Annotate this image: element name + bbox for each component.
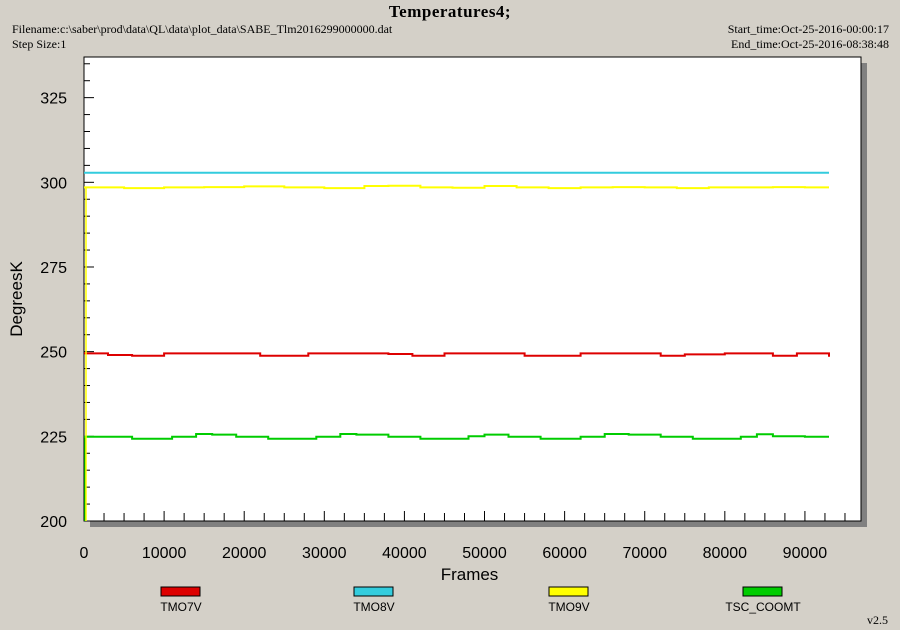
y-tick-label: 250 (40, 345, 67, 362)
legend-label-tmo8v: TMO8V (353, 600, 394, 614)
y-axis-title: DegreesK (7, 261, 26, 337)
series-lines (84, 171, 830, 521)
y-tick-label: 200 (40, 514, 67, 531)
end-time-label: End_time:Oct-25-2016-08:38:48 (731, 37, 889, 51)
legend-swatch-tmo8v (353, 586, 394, 597)
version-label: v2.5 (867, 613, 888, 627)
y-tick-label: 300 (40, 175, 67, 192)
x-tick-label: 80000 (703, 545, 748, 562)
x-tick-label: 90000 (783, 545, 828, 562)
legend-swatch-tsc-coomt (742, 586, 783, 597)
y-tick-label: 325 (40, 91, 67, 108)
x-tick-label: 30000 (302, 545, 347, 562)
legend-swatch-tmo9v (548, 586, 589, 597)
x-tick-label: 60000 (542, 545, 587, 562)
filename-label: Filename:c:\saber\prod\data\QL\data\plot… (12, 22, 393, 36)
legend-label-tmo9v: TMO9V (548, 600, 589, 614)
plot-area (83, 56, 862, 522)
tick-labels: 200 225 250 275 300 325 0 10000 20000 30000 40000 5… (40, 91, 827, 562)
x-axis-title: Frames (441, 565, 499, 584)
x-tick-label: 10000 (142, 545, 187, 562)
series-line-tmo9v (84, 184, 829, 190)
x-tick-label: 50000 (462, 545, 507, 562)
step-size-label: Step Size:1 (12, 37, 67, 51)
series-line-tmo7v (84, 352, 830, 357)
start-time-label: Start_time:Oct-25-2016-00:00:17 (727, 22, 889, 36)
y-tick-label: 275 (40, 260, 67, 277)
x-tick-label: 20000 (222, 545, 267, 562)
legend-label-tsc-coomt: TSC_COOMT (725, 600, 801, 614)
legend-swatch-tmo7v (160, 586, 201, 597)
series-line-tsc-coomt (84, 433, 829, 440)
x-tick-label: 40000 (382, 545, 427, 562)
x-tick-label: 0 (80, 545, 89, 562)
chart-title: Temperatures4; (388, 2, 512, 21)
legend-label-tmo7v: TMO7V (160, 600, 201, 614)
y-tick-label: 225 (40, 429, 67, 446)
x-tick-label: 70000 (622, 545, 667, 562)
legend: TMO7V TMO8V TMO9V TSC_COOMT (160, 586, 801, 614)
